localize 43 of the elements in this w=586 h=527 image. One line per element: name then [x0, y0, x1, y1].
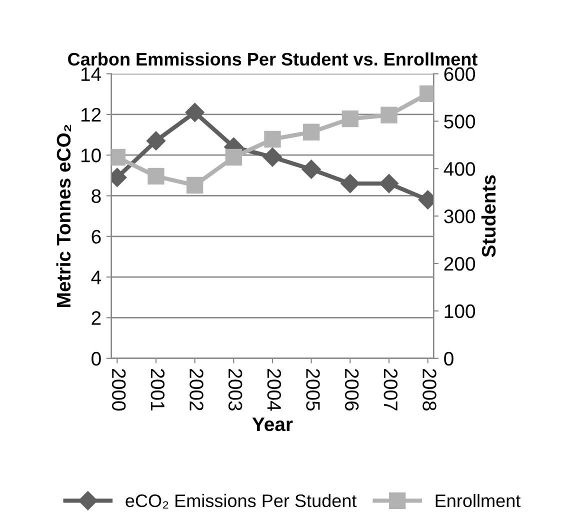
y-tick-label: 12: [81, 108, 101, 122]
y-tick-label: 0: [92, 352, 101, 366]
point: [148, 168, 164, 185]
y-tick-label: 14: [81, 67, 102, 81]
point: [264, 130, 281, 148]
x-axis-title: Year: [252, 418, 293, 432]
legend-label: Enrollment: [436, 494, 521, 508]
y-tick-label: 10: [81, 148, 101, 162]
x-tick-label: 2001: [150, 369, 165, 410]
y-axis-title: Metric Tonnes eCO₂: [56, 124, 72, 307]
chart-title: Carbon Emmissions Per Student vs. Enrollment: [68, 52, 478, 66]
point: [186, 176, 204, 194]
legend-label: eCO₂ Emissions Per Student: [126, 494, 357, 509]
x-tick-label: 2005: [306, 369, 320, 411]
x-tick-label: 2004: [267, 369, 282, 411]
y2-tick-label: 200: [444, 256, 476, 271]
point: [146, 131, 166, 150]
point: [380, 106, 398, 124]
point: [302, 124, 320, 140]
y2-tick-label: 600: [444, 67, 476, 82]
y2-tick-label: 400: [444, 162, 476, 176]
y2-tick-label: 500: [444, 114, 476, 128]
point: [342, 110, 358, 128]
y2-tick-label: 100: [444, 304, 476, 318]
y-tick-label: 2: [92, 311, 101, 325]
x-tick-label: 2000: [112, 369, 126, 411]
x-tick-label: 2007: [384, 369, 398, 410]
y-tick-label: 6: [92, 230, 101, 244]
point: [302, 160, 321, 179]
x-tick-label: 2006: [344, 369, 359, 410]
point: [379, 174, 399, 194]
x-tick-label: 2008: [422, 369, 436, 410]
point: [225, 148, 242, 166]
y2-tick-label: 300: [444, 210, 476, 224]
point: [185, 102, 204, 122]
y-tick-label: 8: [92, 189, 101, 203]
y2-axis-title: Students: [481, 175, 496, 258]
point: [340, 174, 360, 194]
y2-tick-label: 0: [444, 352, 454, 366]
x-tick-label: 2002: [190, 369, 204, 410]
x-tick-label: 2003: [228, 369, 242, 410]
y-tick-label: 4: [91, 270, 102, 284]
point: [262, 148, 282, 167]
